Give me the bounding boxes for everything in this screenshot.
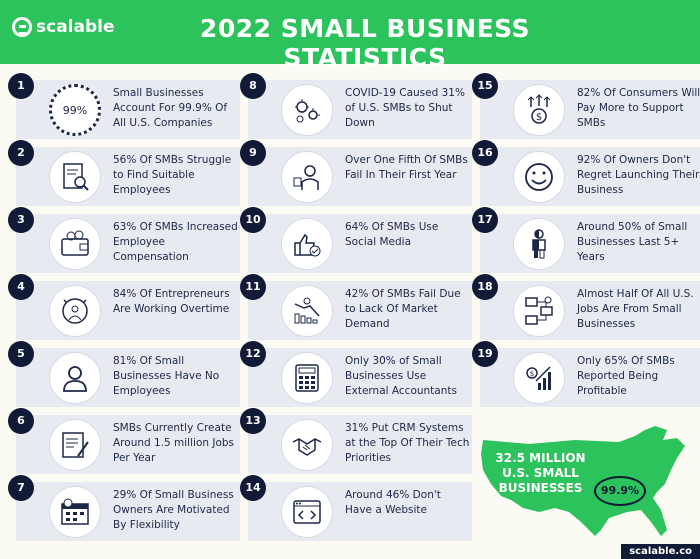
map-label: 32.5 MILLION U.S. SMALL BUSINESSES bbox=[495, 451, 586, 495]
resume-search-icon bbox=[49, 151, 101, 203]
stat-card-11: 11 42% Of SMBs Fail Due to Lack Of Marke… bbox=[240, 274, 472, 340]
logo-text: scalable bbox=[36, 17, 115, 37]
stat-number: 15 bbox=[472, 73, 498, 99]
stat-text: COVID-19 Caused 31% of U.S. SMBs to Shut… bbox=[345, 87, 465, 129]
stat-number: 11 bbox=[240, 274, 266, 300]
stat-number: 13 bbox=[240, 408, 266, 434]
stat-card-13: 13 31% Put CRM Systems at the Top Of The… bbox=[240, 408, 472, 474]
header-banner: scalable 2022 SMALL BUSINESS STATISTICS bbox=[0, 0, 700, 72]
stat-text: 31% Put CRM Systems at the Top Of Their … bbox=[345, 422, 470, 464]
stat-number: 17 bbox=[472, 207, 498, 233]
website-icon bbox=[281, 486, 333, 538]
stat-text: Around 50% of Small Businesses Last 5+ Y… bbox=[577, 221, 688, 263]
stat-number: 3 bbox=[8, 207, 34, 233]
stat-number: 8 bbox=[240, 73, 266, 99]
footer-site-link[interactable]: scalable.co bbox=[621, 544, 700, 559]
stat-number: 9 bbox=[240, 140, 266, 166]
stat-card-4: 4 84% Of Entrepreneurs Are Working Overt… bbox=[8, 274, 240, 340]
svg-text:$: $ bbox=[536, 112, 542, 123]
stat-text: SMBs Currently Create Around 1.5 million… bbox=[113, 422, 235, 464]
stat-card-2: 2 56% Of SMBs Struggle to Find Suitable … bbox=[8, 140, 240, 206]
stat-text: Only 30% of Small Businesses Use Externa… bbox=[345, 355, 457, 397]
stat-text: Small Businesses Account For 99.9% Of Al… bbox=[113, 87, 228, 129]
stat-card-9: 9 Over One Fifth Of SMBs Fail In Their F… bbox=[240, 140, 472, 206]
stat-card-16: 16 92% Of Owners Don't Regret Launching … bbox=[472, 140, 700, 206]
stat-card-17: 17 Around 50% of Small Businesses Last 5… bbox=[472, 207, 700, 273]
stat-card-12: 12 Only 30% of Small Businesses Use Exte… bbox=[240, 341, 472, 407]
percent-circle-icon: 99% bbox=[49, 84, 101, 136]
stat-number: 12 bbox=[240, 341, 266, 367]
stat-text: 92% Of Owners Don't Regret Launching The… bbox=[577, 154, 700, 196]
us-map-graphic bbox=[481, 426, 685, 536]
stat-card-19: 19 $ Only 65% Of SMBs Reported Being Pro… bbox=[472, 341, 700, 407]
page-title: 2022 SMALL BUSINESS STATISTICS bbox=[199, 14, 531, 72]
svg-text:$: $ bbox=[530, 370, 534, 378]
calculator-icon bbox=[281, 352, 333, 404]
handshake-icon bbox=[281, 419, 333, 471]
scalable-logo: scalable bbox=[12, 17, 115, 37]
stat-card-14: 14 Around 46% Don't Have a Website bbox=[240, 475, 472, 541]
stat-text: Over One Fifth Of SMBs Fail In Their Fir… bbox=[345, 154, 468, 181]
stat-card-5: 5 81% Of Small Businesses Have No Employ… bbox=[8, 341, 240, 407]
half-person-icon bbox=[513, 218, 565, 270]
stat-number: 18 bbox=[472, 274, 498, 300]
stat-text: 63% Of SMBs Increased Employee Compensat… bbox=[113, 221, 238, 263]
alarm-clock-worker-icon bbox=[49, 285, 101, 337]
stat-text: 84% Of Entrepreneurs Are Working Overtim… bbox=[113, 288, 230, 315]
money-growth-icon: $ bbox=[513, 84, 565, 136]
profit-chart-icon: $ bbox=[513, 352, 565, 404]
calendar-clock-icon bbox=[49, 486, 101, 538]
percent-icon-text: 99% bbox=[62, 103, 88, 117]
document-pen-icon bbox=[49, 419, 101, 471]
stat-number: 10 bbox=[240, 207, 266, 233]
thumbs-down-person-icon bbox=[281, 151, 333, 203]
social-like-icon bbox=[281, 218, 333, 270]
stat-text: 64% Of SMBs Use Social Media bbox=[345, 221, 439, 248]
stat-card-18: 18 Almost Half Of All U.S. Jobs Are From… bbox=[472, 274, 700, 340]
stat-card-1: 1 99% Small Businesses Account For 99.9%… bbox=[8, 73, 240, 139]
stat-text: 56% Of SMBs Struggle to Find Suitable Em… bbox=[113, 154, 232, 196]
stat-text: 82% Of Consumers Will Pay More to Suppor… bbox=[577, 87, 700, 129]
stat-text: Almost Half Of All U.S. Jobs Are From Sm… bbox=[577, 288, 694, 330]
user-icon bbox=[49, 352, 101, 404]
stat-number: 16 bbox=[472, 140, 498, 166]
stat-text: 42% Of SMBs Fail Due to Lack Of Market D… bbox=[345, 288, 461, 330]
stat-number: 2 bbox=[8, 140, 34, 166]
declining-chart-icon bbox=[281, 285, 333, 337]
stat-card-3: 3 63% Of SMBs Increased Employee Compens… bbox=[8, 207, 240, 273]
stat-card-10: 10 64% Of SMBs Use Social Media bbox=[240, 207, 472, 273]
stat-text: Only 65% Of SMBs Reported Being Profitab… bbox=[577, 355, 675, 397]
virus-icon bbox=[281, 84, 333, 136]
stat-card-15: 15 $ 82% Of Consumers Will Pay More to S… bbox=[472, 73, 700, 139]
workflow-icon bbox=[513, 285, 565, 337]
map-percent-badge: 99.9% bbox=[594, 476, 646, 506]
stat-number: 5 bbox=[8, 341, 34, 367]
stat-card-6: 6 SMBs Currently Create Around 1.5 milli… bbox=[8, 408, 240, 474]
stat-number: 7 bbox=[8, 475, 34, 501]
stat-text: Around 46% Don't Have a Website bbox=[345, 489, 441, 516]
stat-number: 1 bbox=[8, 73, 34, 99]
smiley-face-icon bbox=[513, 151, 565, 203]
stat-card-7: 7 29% Of Small Business Owners Are Motiv… bbox=[8, 475, 240, 541]
wallet-money-icon bbox=[49, 218, 101, 270]
stat-number: 6 bbox=[8, 408, 34, 434]
scalable-logo-icon bbox=[12, 17, 32, 37]
stat-number: 14 bbox=[240, 475, 266, 501]
stat-number: 4 bbox=[8, 274, 34, 300]
stat-card-8: 8 COVID-19 Caused 31% of U.S. SMBs to Sh… bbox=[240, 73, 472, 139]
stat-number: 19 bbox=[472, 341, 498, 367]
stat-text: 29% Of Small Business Owners Are Motivat… bbox=[113, 489, 234, 531]
stat-text: 81% Of Small Businesses Have No Employee… bbox=[113, 355, 220, 397]
